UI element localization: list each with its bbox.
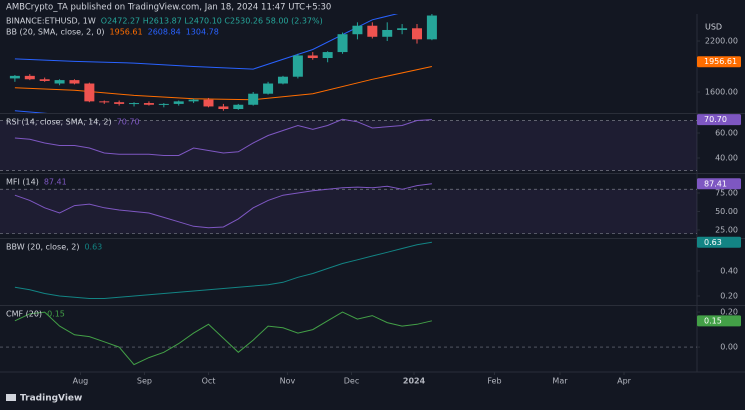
candle-body [143, 103, 154, 105]
candle-body [9, 75, 20, 79]
legend-text: 87.41 [44, 178, 67, 187]
x-tick-label: Feb [487, 377, 501, 386]
candle-body [277, 76, 288, 84]
last-value-box [697, 114, 741, 126]
legend-text: BB (20, SMA, close, 2, 0) [6, 28, 105, 37]
unit-label: USD [705, 23, 722, 32]
y-tick-label: 0.20 [720, 308, 738, 317]
pane-4 [0, 311, 697, 366]
footer-text: TradingView [20, 394, 82, 404]
candle-body [54, 80, 65, 84]
y-tick-label: 2200.00 [705, 37, 738, 46]
last-value-label: 0.63 [704, 238, 722, 247]
candle-body [397, 28, 408, 30]
y-tick-label: 0.40 [720, 267, 738, 276]
indicator-line [14, 311, 433, 366]
pane-2 [0, 183, 697, 235]
legend-text: 1956.61 [110, 28, 143, 37]
candle-body [412, 28, 423, 40]
candle-body [382, 29, 393, 37]
candle-body [263, 83, 274, 94]
indicator-line [14, 14, 399, 70]
y-tick-label: 60.00 [715, 129, 738, 138]
header-text: AMBCrypto_TA published on TradingView.co… [6, 3, 331, 13]
legend-text: 0.15 [47, 310, 65, 319]
legend-text: MFI (14) [6, 178, 39, 187]
last-value-box [697, 236, 741, 248]
candle-body [307, 55, 318, 59]
legend-text: 70.70 [117, 118, 140, 127]
legend-text: 2608.84 [148, 28, 181, 37]
candle-body [84, 83, 95, 102]
indicator-line [14, 118, 432, 156]
indicator-line [14, 183, 432, 229]
band [0, 120, 697, 171]
last-value-box [697, 178, 741, 190]
candle-body [114, 102, 125, 104]
last-value-label: 0.15 [704, 316, 722, 325]
legend-text: CMF (20) [6, 310, 42, 319]
legend-text: BBW (20, close, 2) [6, 243, 79, 252]
last-value-label: 87.41 [704, 179, 727, 188]
pane-1 [0, 118, 697, 171]
x-tick-label: Nov [280, 377, 296, 386]
legend-text: 1304.78 [186, 28, 219, 37]
candle-body [337, 34, 348, 53]
candle-body [173, 101, 184, 104]
candle-body [158, 103, 169, 105]
tradingview-logo [6, 394, 16, 401]
legend-text: 0.63 [84, 243, 102, 252]
y-tick-label: 1600.00 [705, 88, 738, 97]
y-tick-label: 50.00 [715, 207, 738, 216]
candle-body [367, 25, 378, 37]
x-tick-label: Oct [202, 377, 216, 386]
pane-3 [14, 241, 432, 299]
candle-body [292, 55, 303, 77]
candle-body [24, 75, 35, 80]
last-value-box [697, 315, 741, 327]
x-tick-label: 2024 [403, 377, 426, 386]
last-value-label: 70.70 [704, 115, 727, 124]
last-value-box [697, 56, 741, 68]
y-tick-label: 0.20 [720, 292, 738, 301]
y-tick-label: 25.00 [715, 225, 738, 234]
x-tick-label: Apr [617, 377, 632, 386]
candle-body [352, 25, 363, 35]
candle-body [188, 99, 199, 102]
legend-text: RSI (14, close, SMA, 14, 2) [6, 118, 112, 127]
candle-body [99, 101, 110, 103]
y-tick-label: 0.00 [720, 343, 738, 352]
legend-text: BINANCE:ETHUSD, 1W [6, 17, 96, 26]
candle-body [233, 104, 244, 110]
legend-text: O2472.27 H2613.87 L2470.10 C2530.26 58.0… [101, 17, 323, 26]
x-tick-label: Sep [137, 377, 152, 386]
candle-body [322, 52, 333, 59]
candle-body [218, 106, 229, 110]
x-tick-label: Aug [73, 377, 89, 386]
candle-body [203, 99, 214, 107]
candle-body [426, 15, 437, 40]
y-tick-label: 40.00 [715, 154, 738, 163]
candle-body [39, 79, 50, 81]
last-value-label: 1956.61 [704, 57, 737, 66]
x-tick-label: Dec [344, 377, 359, 386]
band [0, 189, 697, 234]
candle-body [248, 93, 259, 105]
candle-body [69, 80, 80, 84]
pane-0 [9, 14, 437, 113]
y-tick-label: 75.00 [715, 188, 738, 197]
indicator-line [14, 241, 432, 299]
x-tick-label: Mar [552, 377, 568, 386]
candle-body [129, 103, 140, 105]
